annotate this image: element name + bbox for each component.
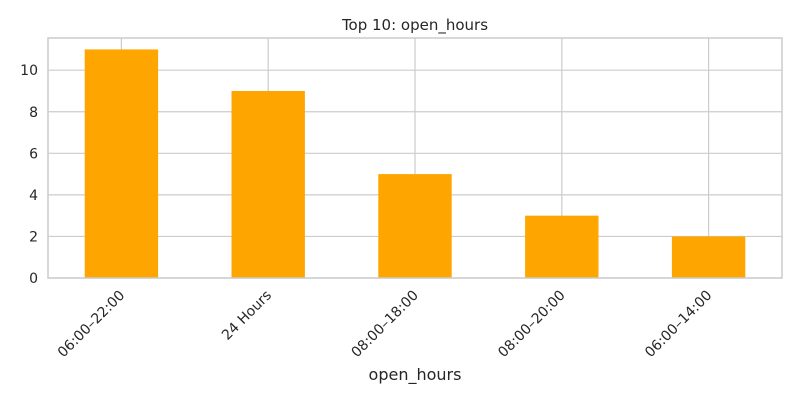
x-tick-label: 06:00–22:00: [55, 288, 128, 361]
y-tick-label: 6: [29, 146, 38, 162]
x-tick-label: 24 Hours: [219, 288, 275, 344]
y-tick-labels: 0 2 4 6 8 10: [20, 63, 38, 287]
bar-layer: [84, 49, 746, 278]
x-tick-label: 08:00–18:00: [348, 288, 421, 361]
y-tick-label: 4: [29, 188, 38, 204]
bar: [378, 174, 452, 278]
x-tick-label: 08:00–20:00: [495, 288, 568, 361]
bar: [84, 49, 159, 278]
y-tick-label: 8: [29, 105, 38, 121]
y-tick-label: 0: [29, 271, 38, 287]
x-axis-label: open_hours: [369, 365, 462, 385]
y-tick-label: 10: [20, 63, 38, 79]
chart-title: Top 10: open_hours: [341, 16, 488, 35]
bar: [671, 236, 746, 278]
x-tick-label: 06:00–14:00: [642, 288, 715, 361]
bar: [525, 215, 599, 278]
plot-frame: [47, 37, 783, 279]
y-tick-label: 2: [29, 229, 38, 245]
bar: [231, 90, 305, 278]
x-tick-labels: 06:00–22:00 24 Hours 08:00–18:00 08:00–20:0…: [55, 288, 716, 361]
